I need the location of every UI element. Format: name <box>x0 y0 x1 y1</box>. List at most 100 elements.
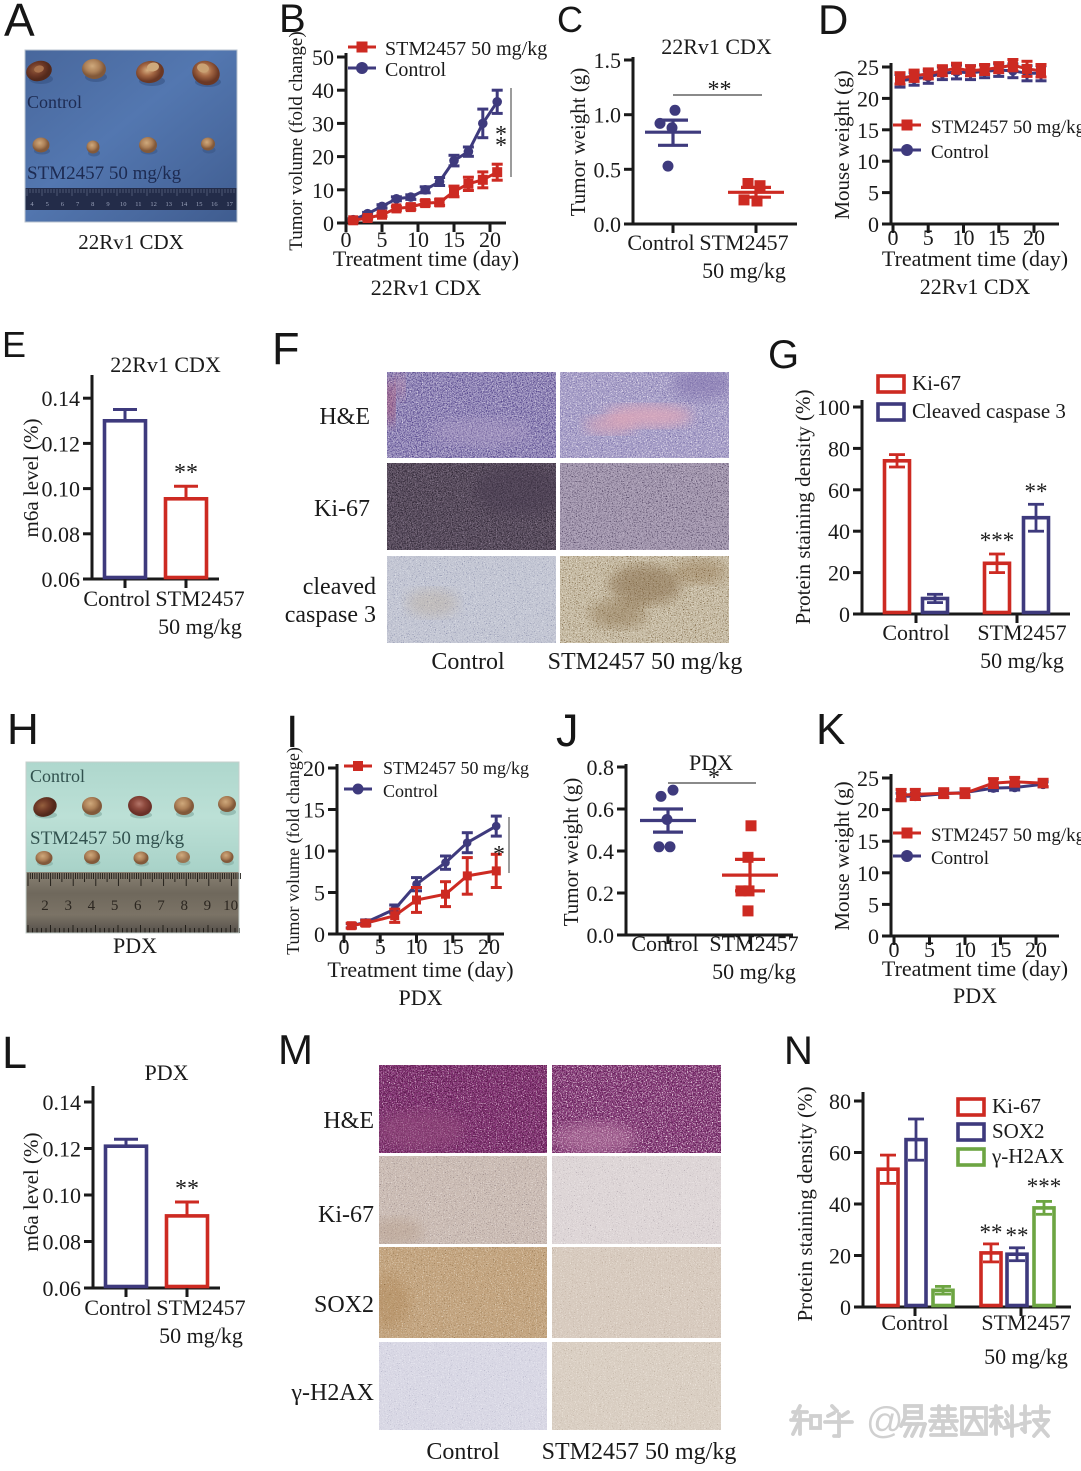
svg-text:A: A <box>4 0 35 46</box>
svg-text:40: 40 <box>312 78 334 103</box>
svg-text:10: 10 <box>857 861 879 886</box>
svg-text:4: 4 <box>88 898 96 914</box>
svg-text:15: 15 <box>990 937 1012 962</box>
svg-text:STM2457: STM2457 <box>155 586 244 611</box>
svg-text:STM2457 50 mg/kg: STM2457 50 mg/kg <box>30 828 185 849</box>
svg-text:Tumor volume (fold change): Tumor volume (fold change) <box>286 31 307 250</box>
svg-text:Control: Control <box>30 766 85 786</box>
svg-text:Protein staining density (%): Protein staining density (%) <box>793 1086 817 1321</box>
svg-text:15: 15 <box>196 201 203 208</box>
svg-text:60: 60 <box>829 1141 851 1166</box>
svg-text:STM2457: STM2457 <box>709 931 798 956</box>
svg-text:D: D <box>818 0 848 43</box>
svg-text:STM2457: STM2457 <box>699 230 788 255</box>
svg-text:PDX: PDX <box>689 750 733 775</box>
svg-text:22Rv1 CDX: 22Rv1 CDX <box>371 275 482 300</box>
svg-text:B: B <box>279 0 306 41</box>
svg-text:Ki-67: Ki-67 <box>912 371 961 395</box>
svg-text:10: 10 <box>406 934 428 959</box>
svg-text:50 mg/kg: 50 mg/kg <box>159 1323 243 1348</box>
svg-text:0.6: 0.6 <box>587 797 615 822</box>
svg-text:5: 5 <box>46 201 49 208</box>
svg-text:**: ** <box>1006 1223 1029 1248</box>
svg-text:E: E <box>2 324 26 365</box>
svg-text:Control: Control <box>881 1310 948 1335</box>
svg-text:15: 15 <box>443 227 465 252</box>
svg-text:Control: Control <box>84 1295 151 1320</box>
svg-text:0: 0 <box>339 934 350 959</box>
svg-text:50 mg/kg: 50 mg/kg <box>980 648 1064 673</box>
svg-text:1.5: 1.5 <box>594 48 622 73</box>
svg-text:14: 14 <box>181 201 188 208</box>
svg-text:0.4: 0.4 <box>587 839 615 864</box>
svg-text:0.2: 0.2 <box>587 881 615 906</box>
svg-text:17: 17 <box>226 201 233 208</box>
svg-text:40: 40 <box>828 519 850 544</box>
svg-text:Ki-67: Ki-67 <box>992 1094 1041 1118</box>
svg-text:Control: Control <box>27 92 82 112</box>
svg-text:20: 20 <box>857 798 879 823</box>
svg-text:Control: Control <box>383 781 438 801</box>
svg-text:4: 4 <box>30 201 34 208</box>
svg-text:m6a level (%): m6a level (%) <box>19 419 43 538</box>
svg-text:***: *** <box>1027 1174 1062 1199</box>
svg-text:20: 20 <box>312 145 334 170</box>
svg-text:0.8: 0.8 <box>587 755 615 780</box>
svg-text:Ki-67: Ki-67 <box>314 496 370 522</box>
svg-text:0: 0 <box>840 1295 851 1320</box>
svg-text:2: 2 <box>41 898 49 914</box>
svg-text:6: 6 <box>61 201 65 208</box>
svg-text:γ-H2AX: γ-H2AX <box>290 1380 374 1406</box>
svg-text:Control: Control <box>631 931 698 956</box>
svg-text:STM2457: STM2457 <box>156 1295 245 1320</box>
svg-text:***: *** <box>980 528 1015 553</box>
svg-text:H&E: H&E <box>323 1108 374 1134</box>
svg-text:0.0: 0.0 <box>594 212 622 237</box>
svg-text:22Rv1 CDX: 22Rv1 CDX <box>110 352 221 377</box>
svg-text:15: 15 <box>857 829 879 854</box>
svg-text:0.5: 0.5 <box>594 157 622 182</box>
svg-text:Mouse weight (g): Mouse weight (g) <box>830 70 854 219</box>
svg-text:*: * <box>495 133 507 159</box>
svg-text:STM2457 50 mg/kg: STM2457 50 mg/kg <box>385 38 547 60</box>
svg-text:*: * <box>495 122 507 148</box>
svg-text:10: 10 <box>953 225 975 250</box>
svg-text:Treatment time (day): Treatment time (day) <box>333 246 519 271</box>
svg-text:40: 40 <box>829 1192 851 1217</box>
svg-text:H: H <box>7 705 39 754</box>
svg-text:Control: Control <box>83 586 150 611</box>
svg-text:Tumor volume (fold change): Tumor volume (fold change) <box>283 747 304 955</box>
svg-text:50 mg/kg: 50 mg/kg <box>702 258 786 283</box>
svg-text:10: 10 <box>223 898 238 914</box>
svg-text:8: 8 <box>91 201 94 208</box>
svg-text:22Rv1 CDX: 22Rv1 CDX <box>920 274 1031 299</box>
svg-text:Control: Control <box>627 230 694 255</box>
svg-text:9: 9 <box>204 898 212 914</box>
svg-text:K: K <box>816 705 845 754</box>
svg-text:I: I <box>286 706 299 757</box>
svg-text:5: 5 <box>375 934 386 959</box>
svg-text:Tumor weight (g): Tumor weight (g) <box>559 778 583 927</box>
svg-text:0.08: 0.08 <box>43 1230 82 1255</box>
svg-text:10: 10 <box>312 178 334 203</box>
svg-text:**: ** <box>175 1176 199 1202</box>
svg-text:**: ** <box>708 77 732 103</box>
svg-text:SOX2: SOX2 <box>992 1119 1045 1143</box>
svg-text:L: L <box>2 1027 27 1078</box>
svg-text:@: @ <box>866 1400 904 1441</box>
svg-text:60: 60 <box>828 478 850 503</box>
svg-text:STM2457: STM2457 <box>981 1310 1070 1335</box>
svg-text:PDX: PDX <box>953 983 997 1008</box>
svg-text:PDX: PDX <box>398 985 442 1010</box>
svg-text:100: 100 <box>817 395 850 420</box>
svg-text:0: 0 <box>868 212 879 237</box>
svg-text:5: 5 <box>314 881 325 906</box>
svg-text:20: 20 <box>1025 937 1047 962</box>
svg-text:5: 5 <box>111 898 119 914</box>
svg-text:0: 0 <box>889 937 900 962</box>
svg-text:20: 20 <box>479 227 501 252</box>
svg-text:22Rv1 CDX: 22Rv1 CDX <box>661 34 772 59</box>
svg-text:80: 80 <box>828 436 850 461</box>
svg-text:Control: Control <box>431 649 505 675</box>
svg-text:0: 0 <box>314 922 325 947</box>
